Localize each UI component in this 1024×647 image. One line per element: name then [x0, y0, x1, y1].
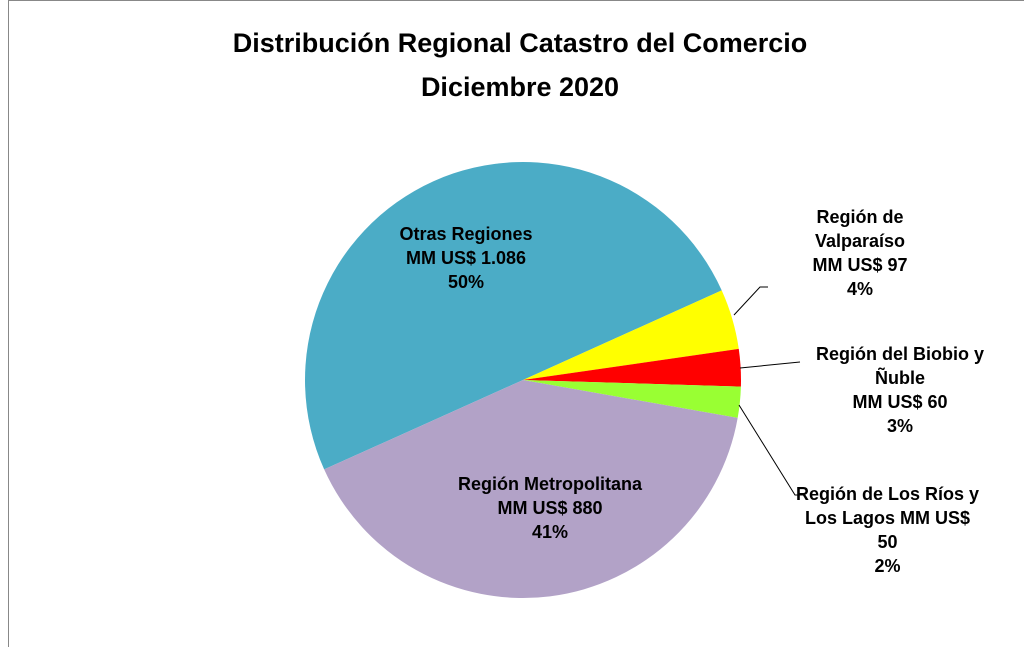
data-label: Región del Biobio y Ñuble MM US$ 60 3%	[795, 342, 1005, 438]
leader-line	[739, 361, 801, 369]
value-label: MM US$ 880	[497, 498, 603, 518]
data-label: Región de Los Ríos y Los Lagos MM US$ 50…	[795, 482, 980, 578]
value-label: MM US$ 1.086	[405, 248, 527, 268]
chart-subtitle: Diciembre 2020	[420, 72, 620, 102]
category-label: Región Metropolitana	[458, 474, 642, 494]
pie-slice	[523, 380, 741, 418]
chart-title: Distribución Regional Catastro del Comer…	[232, 28, 808, 58]
data-label: Otras Regiones MM US$ 1.086 50%	[376, 222, 556, 294]
percent-label: 3%	[886, 416, 913, 436]
pie-slice	[305, 162, 722, 470]
category-label: Región de Los Ríos y Los Lagos	[795, 484, 980, 528]
leader-line	[738, 404, 805, 496]
value-label: MM US$ 50	[877, 508, 971, 552]
category-label: Otras Regiones	[399, 224, 533, 244]
percent-label: 2%	[874, 556, 901, 576]
percent-label: 50%	[447, 272, 485, 292]
leader-line	[733, 286, 768, 316]
pie-slice	[523, 290, 739, 380]
value-label: MM US$ 60	[852, 392, 948, 412]
frame	[8, 0, 1024, 647]
pie-slice	[324, 380, 738, 598]
data-label: Región de Valparaíso MM US$ 97 4%	[790, 205, 930, 301]
pie-slice	[523, 348, 741, 387]
category-label: Región del Biobio y Ñuble	[815, 344, 984, 388]
percent-label: 4%	[846, 279, 873, 299]
value-label: MM US$ 97	[812, 255, 908, 275]
category-label: Región de Valparaíso	[814, 207, 906, 251]
pie	[305, 162, 741, 598]
data-label: Región Metropolitana MM US$ 880 41%	[450, 472, 650, 544]
percent-label: 41%	[531, 522, 569, 542]
label-text: Región de Los Ríos y Los Lagos MM US$ 50	[795, 482, 980, 554]
